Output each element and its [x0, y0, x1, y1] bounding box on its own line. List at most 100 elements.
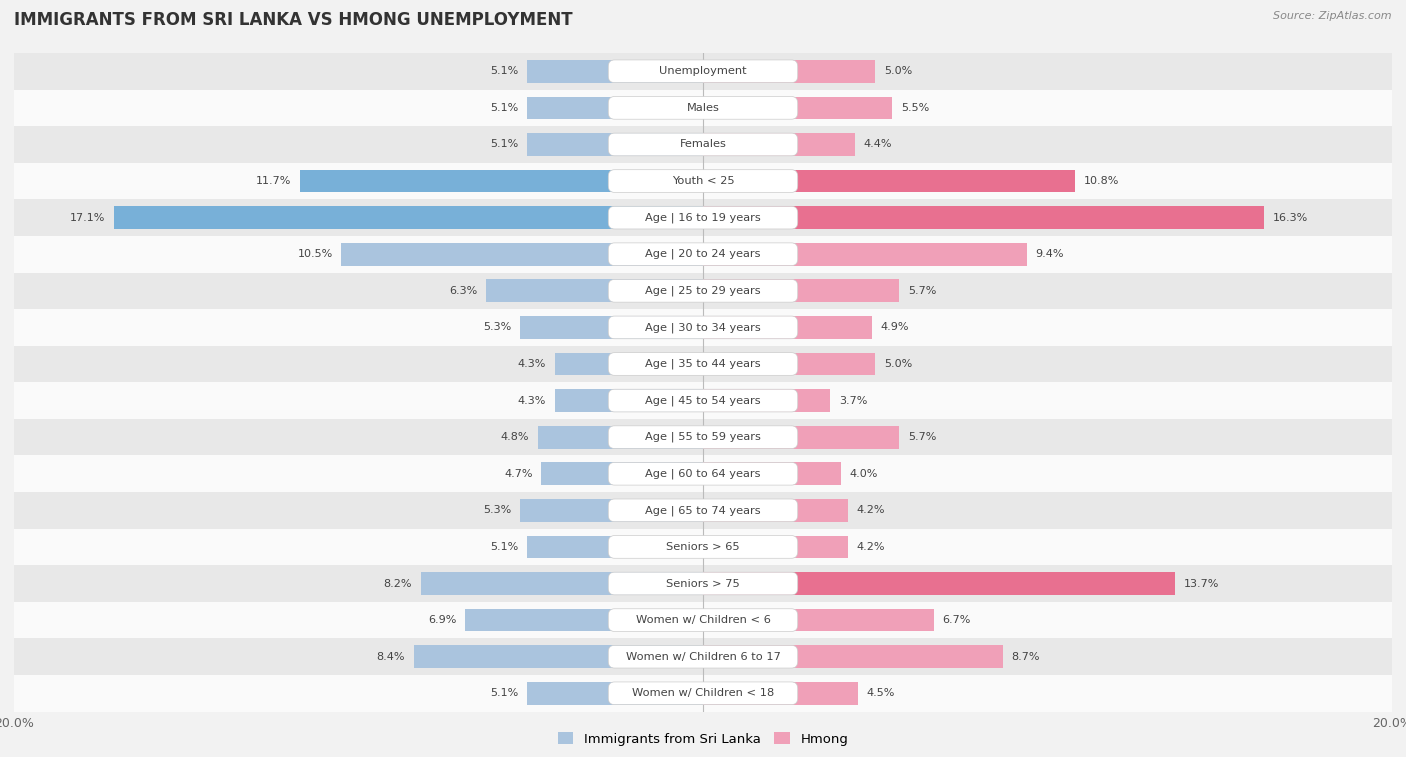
Bar [413, 646, 703, 668]
Text: Age | 20 to 24 years: Age | 20 to 24 years [645, 249, 761, 260]
Text: Source: ZipAtlas.com: Source: ZipAtlas.com [1274, 11, 1392, 21]
Text: Seniors > 65: Seniors > 65 [666, 542, 740, 552]
Text: 5.7%: 5.7% [908, 432, 936, 442]
Bar [703, 646, 1002, 668]
Text: 10.8%: 10.8% [1084, 176, 1119, 186]
FancyBboxPatch shape [609, 279, 797, 302]
Bar [527, 682, 703, 705]
Text: 6.7%: 6.7% [942, 615, 970, 625]
FancyBboxPatch shape [609, 463, 797, 485]
FancyBboxPatch shape [609, 499, 797, 522]
Text: 16.3%: 16.3% [1272, 213, 1309, 223]
Bar [527, 133, 703, 156]
Bar [541, 463, 703, 485]
Text: Age | 55 to 59 years: Age | 55 to 59 years [645, 432, 761, 442]
Bar [14, 273, 1392, 309]
Bar [14, 419, 1392, 456]
Bar [703, 60, 875, 83]
Text: 17.1%: 17.1% [70, 213, 105, 223]
Bar [14, 346, 1392, 382]
Text: 4.4%: 4.4% [863, 139, 891, 149]
FancyBboxPatch shape [609, 646, 797, 668]
Text: Males: Males [686, 103, 720, 113]
Bar [520, 316, 703, 338]
Bar [14, 382, 1392, 419]
Bar [299, 170, 703, 192]
FancyBboxPatch shape [609, 316, 797, 338]
Bar [14, 675, 1392, 712]
FancyBboxPatch shape [609, 60, 797, 83]
Bar [527, 536, 703, 558]
Bar [703, 536, 848, 558]
Text: 5.3%: 5.3% [484, 322, 512, 332]
Bar [14, 638, 1392, 675]
Text: Age | 30 to 34 years: Age | 30 to 34 years [645, 322, 761, 332]
Text: 5.0%: 5.0% [884, 67, 912, 76]
Bar [703, 316, 872, 338]
Text: Women w/ Children < 18: Women w/ Children < 18 [631, 688, 775, 698]
Bar [703, 499, 848, 522]
Text: Youth < 25: Youth < 25 [672, 176, 734, 186]
Bar [14, 565, 1392, 602]
Text: 11.7%: 11.7% [256, 176, 291, 186]
Bar [703, 243, 1026, 266]
Text: 6.9%: 6.9% [429, 615, 457, 625]
Text: 5.1%: 5.1% [491, 139, 519, 149]
Text: Age | 16 to 19 years: Age | 16 to 19 years [645, 213, 761, 223]
Bar [520, 499, 703, 522]
Text: 5.1%: 5.1% [491, 542, 519, 552]
Bar [703, 572, 1175, 595]
Text: 5.5%: 5.5% [901, 103, 929, 113]
Text: 9.4%: 9.4% [1035, 249, 1064, 259]
Text: 4.2%: 4.2% [856, 542, 884, 552]
Text: 4.3%: 4.3% [517, 396, 547, 406]
Text: 4.3%: 4.3% [517, 359, 547, 369]
Bar [14, 236, 1392, 273]
Bar [14, 163, 1392, 199]
FancyBboxPatch shape [609, 536, 797, 558]
FancyBboxPatch shape [609, 133, 797, 156]
Bar [14, 53, 1392, 89]
Text: 13.7%: 13.7% [1184, 578, 1219, 588]
Text: 4.9%: 4.9% [880, 322, 908, 332]
Text: Females: Females [679, 139, 727, 149]
Bar [703, 463, 841, 485]
Text: 5.0%: 5.0% [884, 359, 912, 369]
FancyBboxPatch shape [609, 682, 797, 705]
Text: 5.3%: 5.3% [484, 506, 512, 516]
Text: Women w/ Children 6 to 17: Women w/ Children 6 to 17 [626, 652, 780, 662]
Text: IMMIGRANTS FROM SRI LANKA VS HMONG UNEMPLOYMENT: IMMIGRANTS FROM SRI LANKA VS HMONG UNEMP… [14, 11, 572, 30]
Bar [703, 389, 831, 412]
Text: Age | 35 to 44 years: Age | 35 to 44 years [645, 359, 761, 369]
Bar [703, 609, 934, 631]
Bar [703, 279, 900, 302]
FancyBboxPatch shape [609, 207, 797, 229]
FancyBboxPatch shape [609, 243, 797, 266]
Bar [14, 602, 1392, 638]
Bar [14, 492, 1392, 528]
Bar [527, 60, 703, 83]
Text: Age | 65 to 74 years: Age | 65 to 74 years [645, 505, 761, 516]
Bar [555, 353, 703, 375]
FancyBboxPatch shape [609, 389, 797, 412]
Bar [703, 207, 1264, 229]
Bar [14, 199, 1392, 236]
Text: 8.7%: 8.7% [1011, 652, 1040, 662]
FancyBboxPatch shape [609, 572, 797, 595]
Text: 5.1%: 5.1% [491, 67, 519, 76]
Bar [14, 528, 1392, 565]
Text: 8.4%: 8.4% [377, 652, 405, 662]
Bar [114, 207, 703, 229]
Bar [703, 353, 875, 375]
Bar [537, 426, 703, 448]
Bar [703, 133, 855, 156]
Text: 6.3%: 6.3% [449, 286, 478, 296]
Bar [14, 89, 1392, 126]
Bar [14, 309, 1392, 346]
FancyBboxPatch shape [609, 353, 797, 375]
Text: 5.7%: 5.7% [908, 286, 936, 296]
Text: Women w/ Children < 6: Women w/ Children < 6 [636, 615, 770, 625]
Text: Age | 45 to 54 years: Age | 45 to 54 years [645, 395, 761, 406]
Text: 5.1%: 5.1% [491, 688, 519, 698]
Bar [703, 97, 893, 119]
